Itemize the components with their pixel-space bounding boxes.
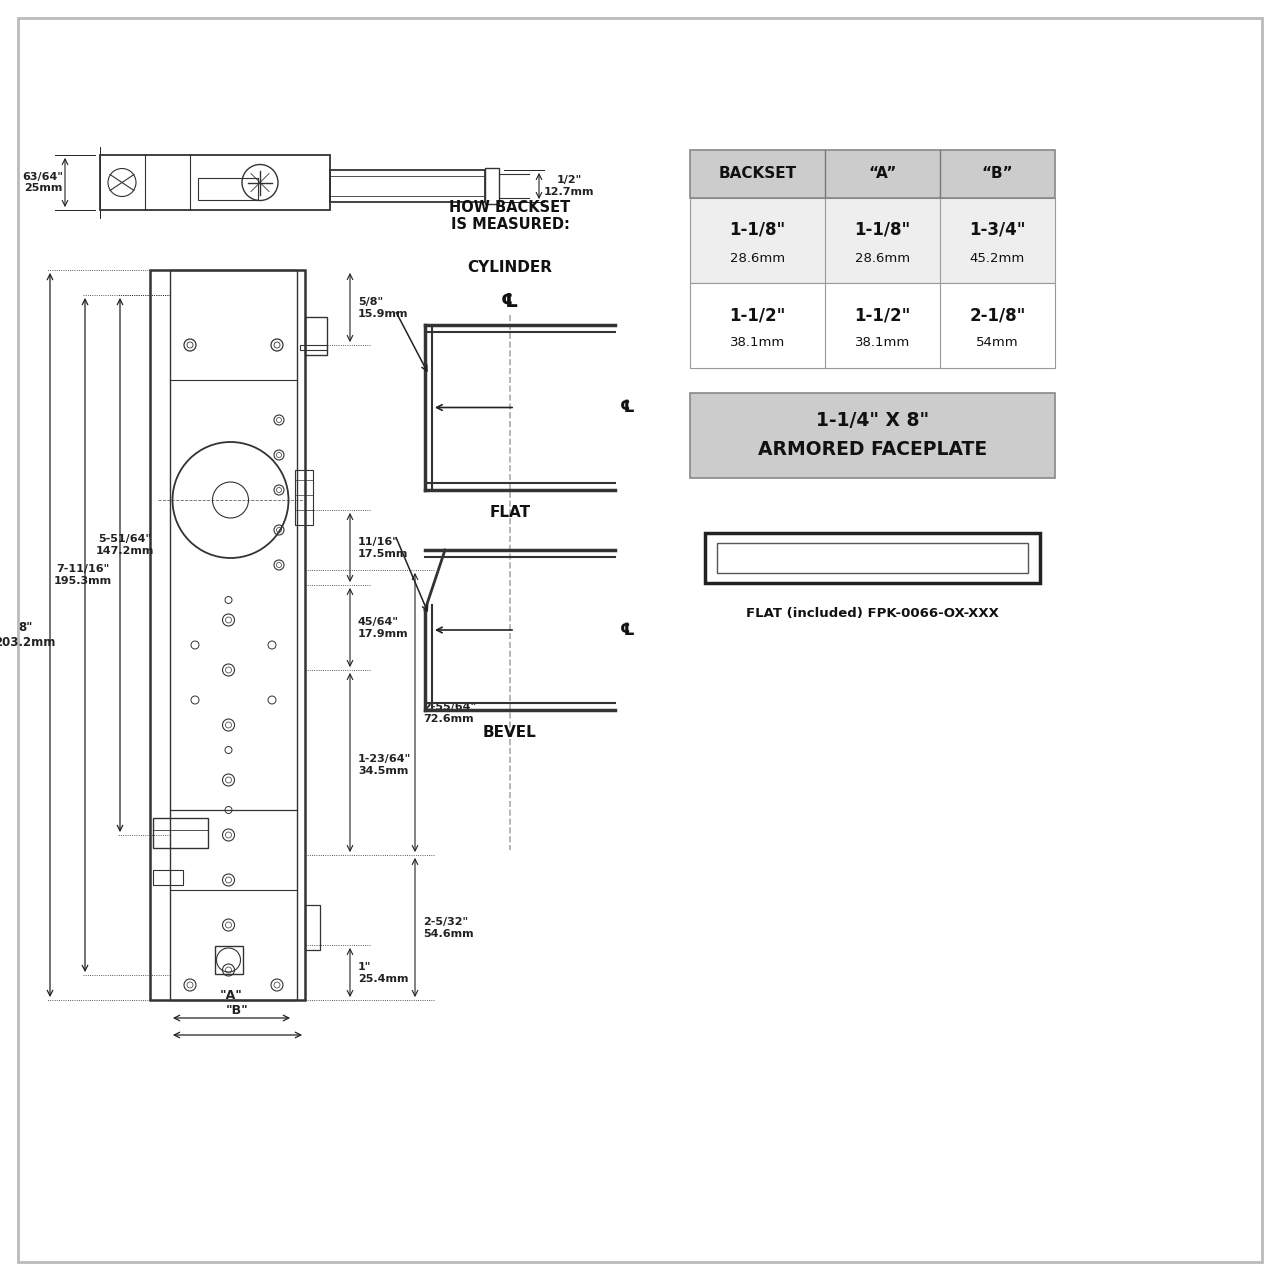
Text: 1-1/2": 1-1/2" bbox=[730, 306, 786, 324]
Bar bbox=[215, 946, 242, 974]
Text: 28.6mm: 28.6mm bbox=[730, 251, 785, 265]
Text: BEVEL: BEVEL bbox=[483, 724, 536, 740]
Text: 1"
25.4mm: 1" 25.4mm bbox=[358, 963, 408, 984]
Text: 54mm: 54mm bbox=[977, 337, 1019, 349]
Text: 1-1/8": 1-1/8" bbox=[730, 221, 786, 239]
Bar bbox=[690, 393, 1055, 477]
Bar bbox=[100, 155, 330, 210]
Text: ℄: ℄ bbox=[620, 621, 635, 639]
Bar bbox=[294, 470, 314, 525]
Text: ℄: ℄ bbox=[620, 398, 635, 416]
Text: FLAT: FLAT bbox=[489, 506, 531, 520]
Text: 8"
203.2mm: 8" 203.2mm bbox=[0, 621, 56, 649]
Text: “A”: “A” bbox=[868, 166, 897, 182]
Bar bbox=[154, 818, 207, 847]
Bar bbox=[330, 170, 485, 202]
Text: "B": "B" bbox=[227, 1004, 248, 1018]
Text: FLAT (included) FPK-0066-OX-XXX: FLAT (included) FPK-0066-OX-XXX bbox=[746, 607, 998, 620]
Text: 2-5/32"
54.6mm: 2-5/32" 54.6mm bbox=[422, 918, 474, 938]
Text: 1-1/4" X 8": 1-1/4" X 8" bbox=[815, 411, 929, 430]
Bar bbox=[305, 317, 326, 355]
Text: HOW BACKSET
IS MEASURED:: HOW BACKSET IS MEASURED: bbox=[449, 200, 571, 233]
Bar bbox=[170, 270, 297, 1000]
Text: 5-51/64"
147.2mm: 5-51/64" 147.2mm bbox=[96, 534, 154, 556]
Text: "A": "A" bbox=[220, 989, 243, 1002]
Text: 5/8"
15.9mm: 5/8" 15.9mm bbox=[358, 297, 408, 319]
Text: 11/16"
17.5mm: 11/16" 17.5mm bbox=[358, 538, 408, 559]
Text: CYLINDER: CYLINDER bbox=[467, 260, 553, 275]
Text: 7-11/16"
195.3mm: 7-11/16" 195.3mm bbox=[54, 564, 113, 586]
Bar bbox=[690, 150, 1055, 198]
Bar bbox=[150, 270, 305, 1000]
Text: 38.1mm: 38.1mm bbox=[730, 337, 785, 349]
Text: 1-3/4": 1-3/4" bbox=[969, 221, 1025, 239]
Bar bbox=[690, 198, 1055, 283]
Bar bbox=[705, 532, 1039, 582]
Text: 1-23/64"
34.5mm: 1-23/64" 34.5mm bbox=[358, 754, 411, 776]
Text: 2-55/64"
72.6mm: 2-55/64" 72.6mm bbox=[422, 703, 476, 723]
Text: 1-1/8": 1-1/8" bbox=[854, 221, 910, 239]
Text: 45/64"
17.9mm: 45/64" 17.9mm bbox=[358, 617, 408, 639]
Text: 28.6mm: 28.6mm bbox=[855, 251, 910, 265]
Text: “B”: “B” bbox=[982, 166, 1014, 182]
Bar bbox=[300, 346, 326, 349]
Bar bbox=[690, 283, 1055, 369]
Bar bbox=[154, 870, 183, 884]
Bar bbox=[198, 178, 259, 200]
Text: 38.1mm: 38.1mm bbox=[855, 337, 910, 349]
Text: 1/2"
12.7mm: 1/2" 12.7mm bbox=[544, 175, 594, 197]
Text: 45.2mm: 45.2mm bbox=[970, 251, 1025, 265]
Text: 2-1/8": 2-1/8" bbox=[969, 306, 1025, 324]
Bar bbox=[717, 543, 1028, 573]
Bar bbox=[305, 905, 320, 950]
Text: ARMORED FACEPLATE: ARMORED FACEPLATE bbox=[758, 440, 987, 460]
Text: BACKSET: BACKSET bbox=[718, 166, 796, 182]
Text: 63/64"
25mm: 63/64" 25mm bbox=[23, 172, 64, 193]
Bar bbox=[485, 168, 499, 204]
Text: ℄: ℄ bbox=[502, 292, 518, 311]
Text: 1-1/2": 1-1/2" bbox=[854, 306, 910, 324]
